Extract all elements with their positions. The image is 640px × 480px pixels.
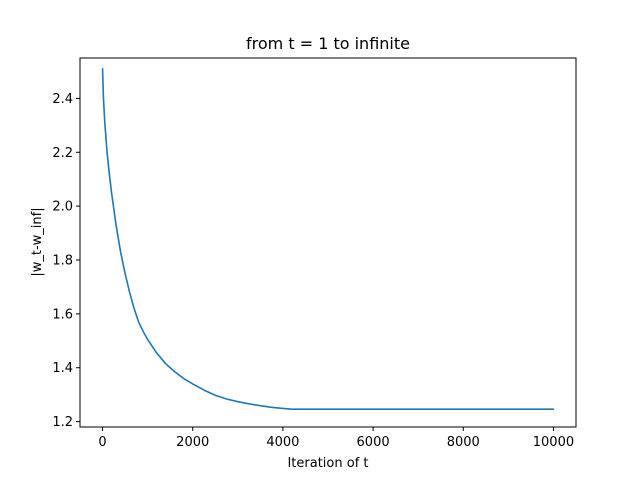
y-tick-label: 1.2 <box>52 415 73 430</box>
axes-frame <box>79 57 577 428</box>
y-tick-label: 1.4 <box>52 361 73 376</box>
y-tick-label: 2.2 <box>52 146 73 161</box>
y-axis: 1.2 1.4 1.6 1.8 2.0 2.2 2.4 <box>52 92 80 430</box>
y-tick-label: 2.4 <box>52 92 73 107</box>
series-line-0 <box>101 67 555 411</box>
y-tick-label: 1.8 <box>52 254 73 269</box>
x-tick-label: 6000 <box>357 435 390 450</box>
x-axis: 0 2000 4000 6000 8000 10000 <box>98 427 574 450</box>
chart-title: from t = 1 to infinite <box>246 34 410 53</box>
x-tick-label: 8000 <box>447 435 480 450</box>
y-tick-label: 1.6 <box>52 307 73 322</box>
x-tick-label: 10000 <box>533 435 574 450</box>
x-axis-label: Iteration of t <box>287 456 368 471</box>
x-tick-label: 4000 <box>266 435 299 450</box>
y-axis-label: |w_t-w_inf| <box>30 207 45 276</box>
x-tick-label: 0 <box>98 435 106 450</box>
y-tick-label: 2.0 <box>52 200 73 215</box>
plot-area <box>101 67 555 411</box>
x-tick-label: 2000 <box>176 435 209 450</box>
